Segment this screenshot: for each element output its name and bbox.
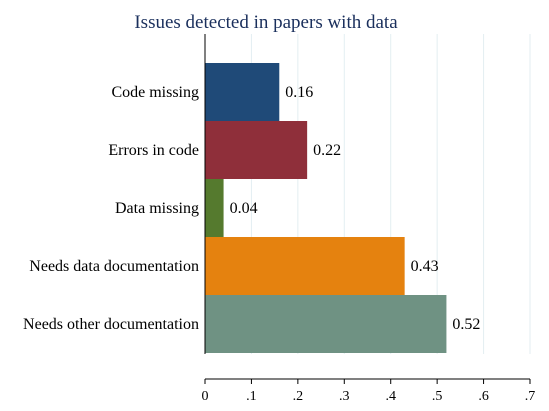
- grid-lines: [250, 34, 531, 354]
- chart-title: Issues detected in papers with data: [134, 12, 398, 33]
- labels: Code missing 0.16 Errors in code 0.22 Data m…: [23, 84, 535, 404]
- x-tick-label: .6: [478, 389, 489, 404]
- x-tick-label: .2: [293, 389, 304, 404]
- category-label: Code missing: [111, 84, 199, 101]
- value-label: 0.52: [452, 316, 480, 333]
- bar: [205, 295, 447, 353]
- category-label: Needs data documentation: [29, 258, 199, 275]
- bar: [205, 121, 308, 179]
- x-tick-label: .3: [339, 389, 350, 404]
- x-tick-label: .5: [432, 389, 443, 404]
- bar: [205, 237, 405, 295]
- bars: [205, 63, 447, 353]
- category-label: Errors in code: [108, 142, 199, 159]
- value-label: 0.16: [285, 84, 313, 101]
- value-label: 0.22: [313, 142, 341, 159]
- x-tick-label: 0: [202, 389, 209, 404]
- x-tick-label: .4: [385, 389, 396, 404]
- category-label: Needs other documentation: [23, 316, 199, 333]
- value-label: 0.04: [230, 200, 258, 217]
- x-tick-label: .7: [525, 389, 536, 404]
- category-label: Data missing: [115, 200, 199, 217]
- bar: [205, 63, 280, 121]
- x-tick-label: .1: [246, 389, 257, 404]
- value-label: 0.43: [411, 258, 439, 275]
- bar: [205, 179, 224, 237]
- axes: [204, 34, 531, 384]
